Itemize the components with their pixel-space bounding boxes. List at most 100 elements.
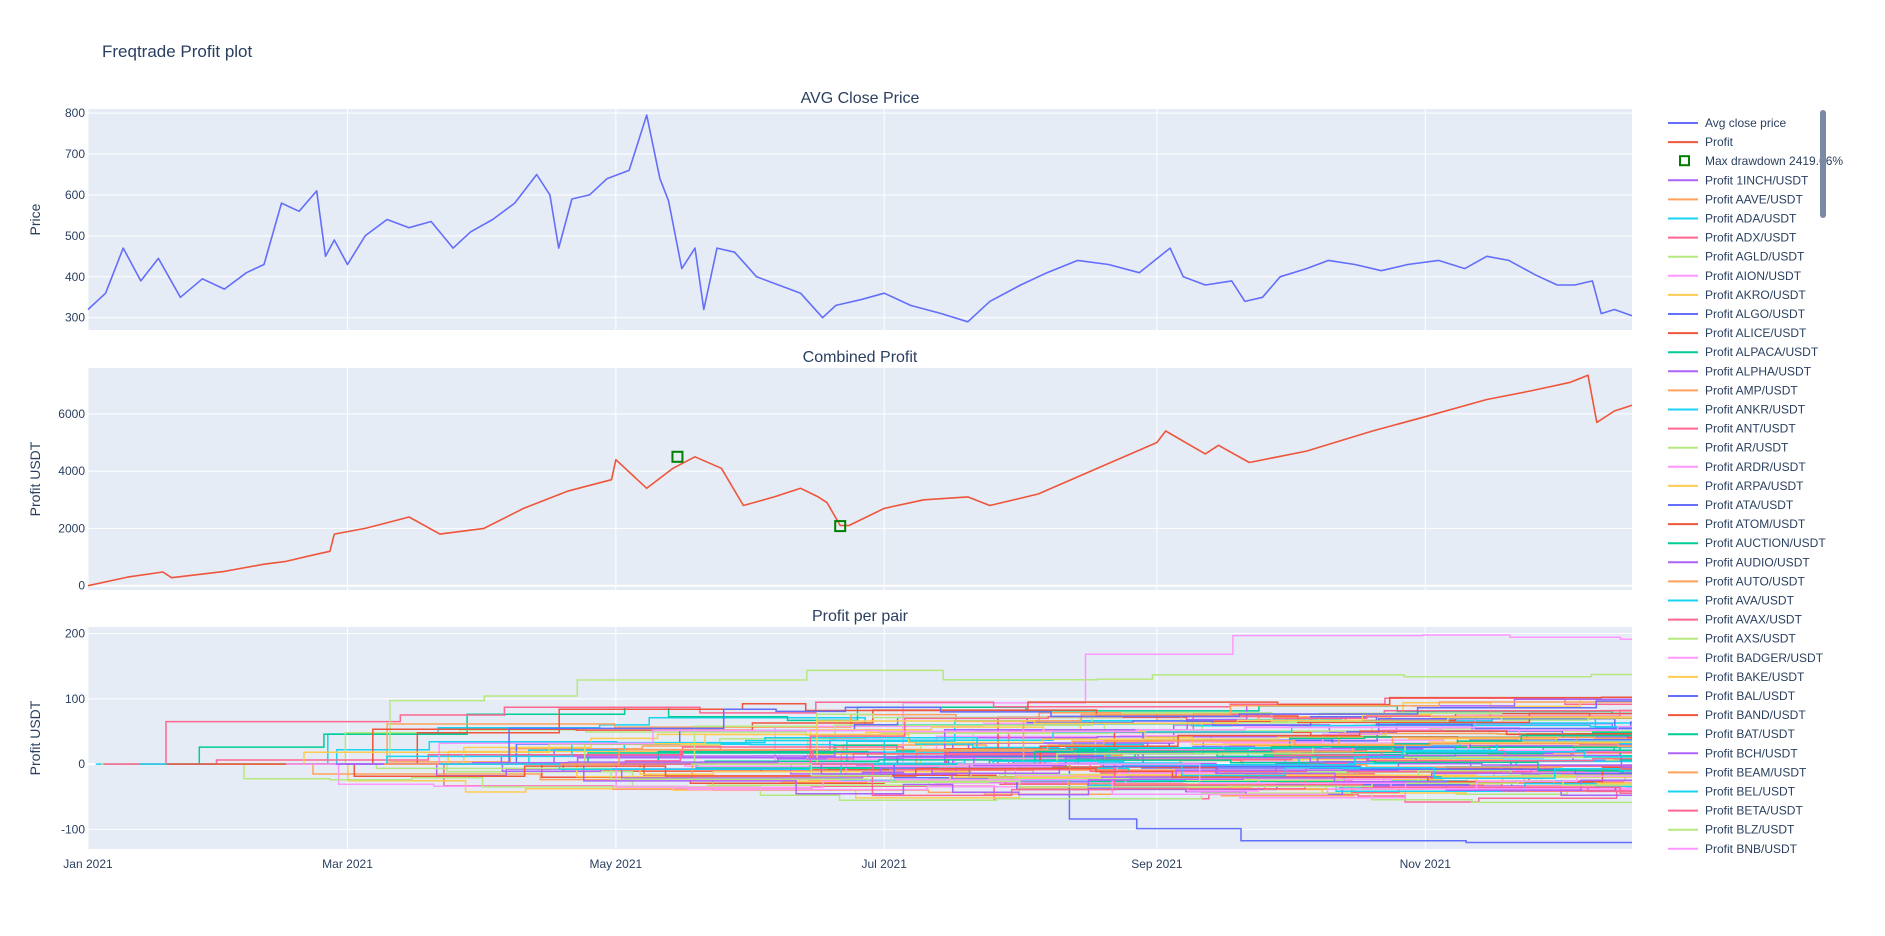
pair-lines <box>95 634 1632 844</box>
legend-item[interactable]: Profit AUCTION/USDT <box>1668 536 1826 550</box>
legend-item[interactable]: Profit BAKE/USDT <box>1668 670 1805 684</box>
legend-scrollbar[interactable] <box>1820 110 1826 218</box>
legend-item[interactable]: Profit BNB/USDT <box>1668 842 1798 856</box>
legend-label: Profit ARPA/USDT <box>1705 479 1804 493</box>
legend-label: Profit AVAX/USDT <box>1705 613 1803 627</box>
legend-item[interactable]: Profit 1INCH/USDT <box>1668 173 1809 187</box>
x-tick-label: Jul 2021 <box>862 857 908 871</box>
subplot-1: 300 400 500 600 700 800 AVG Close Price Price <box>27 90 1633 330</box>
legend-item[interactable]: Profit BETA/USDT <box>1668 804 1803 818</box>
legend-label: Profit ATA/USDT <box>1705 498 1794 512</box>
legend-item[interactable]: Profit AVAX/USDT <box>1668 613 1803 627</box>
legend-label: Profit ANT/USDT <box>1705 422 1796 436</box>
legend-item[interactable]: Profit AKRO/USDT <box>1668 288 1806 302</box>
legend-label: Profit BEL/USDT <box>1705 785 1796 799</box>
legend-label: Profit BEAM/USDT <box>1705 765 1807 779</box>
legend-item[interactable]: Profit AMP/USDT <box>1668 383 1798 397</box>
legend-item[interactable]: Profit ANKR/USDT <box>1668 403 1806 417</box>
legend-item[interactable]: Profit AUTO/USDT <box>1668 574 1805 588</box>
pair-profit-line <box>904 762 1632 780</box>
x-tick-label: Jan 2021 <box>63 857 113 871</box>
subplot-title: Profit per pair <box>812 608 909 625</box>
legend-item[interactable]: Profit AXS/USDT <box>1668 632 1796 646</box>
pair-profit-line <box>927 736 1632 765</box>
legend-item[interactable]: Profit ALICE/USDT <box>1668 326 1807 340</box>
legend-label: Profit BNB/USDT <box>1705 842 1798 856</box>
pair-profit-line <box>926 759 1632 776</box>
legend-label: Profit 1INCH/USDT <box>1705 173 1809 187</box>
legend-item[interactable]: Profit ATA/USDT <box>1668 498 1794 512</box>
legend-label: Profit ALGO/USDT <box>1705 307 1806 321</box>
legend-item[interactable]: Profit AION/USDT <box>1668 269 1802 283</box>
legend-item[interactable]: Profit AUDIO/USDT <box>1668 555 1810 569</box>
legend-item[interactable]: Profit BCH/USDT <box>1668 746 1798 760</box>
legend-label: Profit ARDR/USDT <box>1705 460 1806 474</box>
legend-item[interactable]: Profit BAT/USDT <box>1668 727 1795 741</box>
pair-profit-line <box>335 754 1632 769</box>
legend-label: Profit BAND/USDT <box>1705 708 1806 722</box>
y-tick-label: 500 <box>65 229 85 243</box>
legend-item[interactable]: Profit BADGER/USDT <box>1668 651 1824 665</box>
legend-item[interactable]: Profit ARDR/USDT <box>1668 460 1806 474</box>
y-axis-label: Profit USDT <box>27 441 43 516</box>
legend-item[interactable]: Profit ALGO/USDT <box>1668 307 1806 321</box>
y-tick-label: 200 <box>65 627 85 641</box>
subplot-3: -100 0 100 200 Profit per pair Profit USDT <box>27 608 1632 849</box>
y-tick-label: 700 <box>65 147 85 161</box>
pair-profit-line <box>235 763 1632 804</box>
legend-label: Profit AION/USDT <box>1705 269 1802 283</box>
pair-profit-line <box>904 730 1632 765</box>
legend-label: Profit AMP/USDT <box>1705 383 1798 397</box>
legend-label: Profit ANKR/USDT <box>1705 403 1806 417</box>
legend-item[interactable]: Profit AR/USDT <box>1668 441 1789 455</box>
legend-label: Avg close price <box>1705 116 1786 130</box>
x-tick-label: May 2021 <box>590 857 643 871</box>
legend-item[interactable]: Profit BAL/USDT <box>1668 689 1796 703</box>
legend-label: Profit AR/USDT <box>1705 441 1789 455</box>
legend-label: Profit AXS/USDT <box>1705 632 1796 646</box>
legend-item[interactable]: Max drawdown 2419.06% <box>1679 154 1843 168</box>
legend-item[interactable]: Avg close price <box>1668 116 1786 130</box>
legend-item[interactable]: Profit BEAM/USDT <box>1668 765 1807 779</box>
y-tick-label: 0 <box>78 757 85 771</box>
x-tick-label: Mar 2021 <box>322 857 373 871</box>
subplot-2: 0 2000 4000 6000 Combined Profit Profit USDT <box>27 349 1633 593</box>
legend-label: Profit AGLD/USDT <box>1705 250 1805 264</box>
drawdown-marker <box>671 450 684 463</box>
legend-label: Profit BETA/USDT <box>1705 804 1803 818</box>
legend-item[interactable]: Profit ATOM/USDT <box>1668 517 1806 531</box>
legend[interactable]: Avg close price Profit Max drawdown 2419.0… <box>1668 116 1843 856</box>
pair-profit-line <box>827 763 1632 844</box>
legend-item[interactable]: Profit AVA/USDT <box>1668 594 1795 608</box>
pair-profit-line <box>717 714 1632 765</box>
legend-label: Profit ALPHA/USDT <box>1705 364 1812 378</box>
pair-profit-line <box>589 709 1632 765</box>
legend-item[interactable]: Profit ALPACA/USDT <box>1668 345 1819 359</box>
legend-item[interactable]: Profit BEL/USDT <box>1668 785 1796 799</box>
legend-item[interactable]: Profit BAND/USDT <box>1668 708 1806 722</box>
legend-item[interactable]: Profit ARPA/USDT <box>1668 479 1804 493</box>
pair-profit-line <box>470 759 1632 772</box>
legend-label: Profit BAT/USDT <box>1705 727 1795 741</box>
y-tick-label: 0 <box>78 579 85 593</box>
legend-item[interactable]: Profit ANT/USDT <box>1668 422 1796 436</box>
legend-item[interactable]: Profit ADA/USDT <box>1668 212 1797 226</box>
legend-label: Profit ATOM/USDT <box>1705 517 1806 531</box>
pair-profit-line <box>531 742 1632 765</box>
y-tick-label: -100 <box>61 822 85 836</box>
x-tick-label: Sep 2021 <box>1131 857 1183 871</box>
pair-profit-line <box>250 669 1632 765</box>
legend-item[interactable]: Profit BLZ/USDT <box>1668 823 1795 837</box>
pair-profit-line <box>685 755 1632 775</box>
legend-label: Profit AAVE/USDT <box>1705 192 1803 206</box>
legend-item[interactable]: Profit ADX/USDT <box>1668 231 1797 245</box>
legend-item[interactable]: Profit <box>1668 135 1734 149</box>
legend-item[interactable]: Profit ALPHA/USDT <box>1668 364 1812 378</box>
pair-profit-line <box>166 763 1632 783</box>
legend-item[interactable]: Profit AGLD/USDT <box>1668 250 1805 264</box>
y-tick-label: 400 <box>65 270 85 284</box>
pair-profit-line <box>723 763 1632 797</box>
legend-item[interactable]: Profit AAVE/USDT <box>1668 192 1803 206</box>
y-tick-label: 100 <box>65 692 85 706</box>
shared-x-axis: Jan 2021 Mar 2021 May 2021 Jul 2021 Sep 2021… <box>63 857 1451 871</box>
